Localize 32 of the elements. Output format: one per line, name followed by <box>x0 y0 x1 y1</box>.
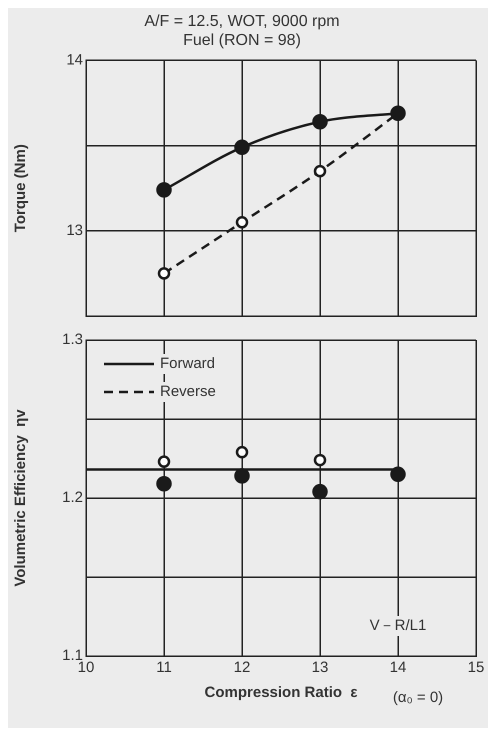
legend-label: Forward <box>160 355 216 372</box>
y-tick-label: 1.3 <box>62 331 83 348</box>
point <box>234 140 250 156</box>
y-tick-label: 13 <box>66 222 83 239</box>
y-axis-title: Torque (Nm) <box>12 144 30 232</box>
x-tick-label: 14 <box>390 659 406 676</box>
point <box>158 267 170 280</box>
x-axis-title: Compression Ratio ε <box>204 684 358 702</box>
point <box>234 468 250 484</box>
point <box>314 454 326 466</box>
point <box>156 182 172 198</box>
chart-title: A/F = 12.5, WOT, 9000 rpm <box>144 13 340 30</box>
y-axis-title: Volumetric Efficiency ηv <box>12 408 30 587</box>
x-tick-label: 11 <box>156 659 172 676</box>
point <box>236 446 248 458</box>
point <box>312 484 328 500</box>
annotation: V－R/L1 <box>370 617 426 634</box>
point <box>156 476 172 492</box>
x-tick-label: 10 <box>78 659 94 676</box>
point <box>314 164 326 178</box>
x-tick-label: 15 <box>468 659 484 676</box>
point <box>312 114 328 130</box>
point <box>158 455 170 468</box>
text: (α₀ = 0) <box>392 689 444 706</box>
y-tick-label: 1.2 <box>62 489 83 506</box>
point <box>390 466 406 482</box>
x-tick-label: 12 <box>234 659 250 676</box>
chart-subtitle: Fuel (RON = 98) <box>183 32 301 50</box>
point <box>236 216 248 229</box>
legend-label: Reverse <box>160 383 216 400</box>
x-tick-label: 13 <box>312 659 328 676</box>
y-tick-label: 14 <box>66 52 83 69</box>
